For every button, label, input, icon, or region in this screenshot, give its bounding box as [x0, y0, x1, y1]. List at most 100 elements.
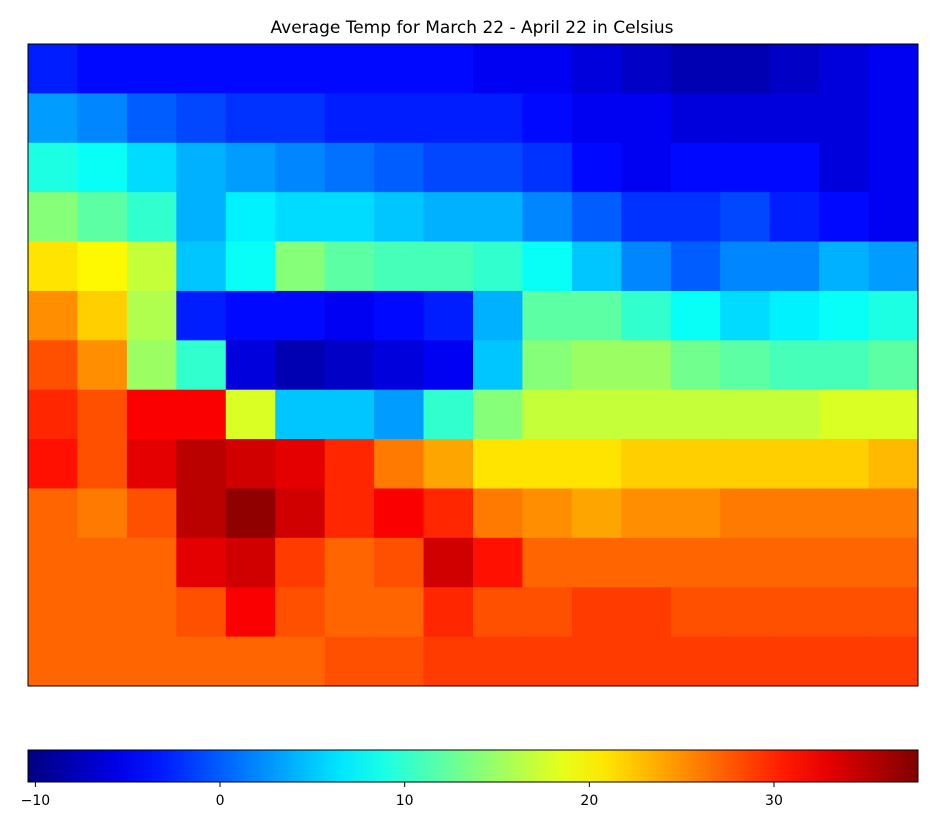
heat-cell [522, 636, 573, 686]
heat-cell [720, 192, 771, 243]
heat-cell [225, 488, 276, 539]
heat-cell [324, 439, 375, 490]
colorbar-tick-label: 20 [580, 793, 598, 809]
colorbar-tick-label: 30 [765, 793, 783, 809]
heat-cell [868, 488, 918, 539]
heat-cell [225, 537, 276, 588]
heat-cell [670, 636, 721, 686]
heat-cell [374, 192, 425, 243]
heat-cell [621, 241, 672, 292]
heat-cell [324, 587, 375, 638]
heat-cell [77, 290, 128, 341]
heat-cell [522, 241, 573, 292]
heat-cell [324, 192, 375, 243]
heat-cell [374, 537, 425, 588]
heat-cell [868, 290, 918, 341]
heatmap [28, 44, 918, 686]
heat-cell [225, 290, 276, 341]
heat-cell [423, 290, 474, 341]
heat-cell [720, 636, 771, 686]
heat-cell [473, 537, 524, 588]
heat-cell [225, 93, 276, 144]
heat-cell [720, 241, 771, 292]
heat-cell [769, 44, 820, 94]
heat-cell [423, 44, 474, 94]
heat-cell [275, 290, 326, 341]
heat-cell [28, 537, 79, 588]
heat-cell [720, 142, 771, 193]
heat-cell [423, 587, 474, 638]
heat-cell [423, 389, 474, 440]
heat-cell [77, 636, 128, 686]
heat-cell [423, 93, 474, 144]
heat-cell [571, 488, 622, 539]
heat-cell [324, 142, 375, 193]
heat-cell [571, 537, 622, 588]
heat-cell [819, 44, 870, 94]
heat-cell [275, 389, 326, 440]
heat-cell [571, 439, 622, 490]
heat-cell [176, 340, 227, 391]
heat-cell [275, 340, 326, 391]
heat-cell [77, 340, 128, 391]
heat-cell [720, 537, 771, 588]
heat-cell [374, 636, 425, 686]
heat-cell [670, 93, 721, 144]
heat-cell [819, 439, 870, 490]
map-frame [27, 43, 919, 687]
heat-cell [225, 439, 276, 490]
heat-cell [374, 389, 425, 440]
heat-cell [225, 389, 276, 440]
heat-cell [28, 636, 79, 686]
heat-cell [176, 488, 227, 539]
heat-cell [522, 587, 573, 638]
heat-cell [571, 142, 622, 193]
heat-cell [28, 340, 79, 391]
heat-cell [176, 439, 227, 490]
heat-cell [670, 389, 721, 440]
heat-cell [819, 389, 870, 440]
heat-cell [769, 537, 820, 588]
heat-cell [77, 587, 128, 638]
heat-cell [819, 636, 870, 686]
heat-cell [374, 241, 425, 292]
heat-cell [769, 93, 820, 144]
heat-cell [621, 537, 672, 588]
heat-cell [769, 488, 820, 539]
heat-cell [126, 488, 177, 539]
heat-cell [868, 537, 918, 588]
heat-cell [522, 439, 573, 490]
heat-cell [423, 636, 474, 686]
heat-cell [77, 439, 128, 490]
heat-cell [126, 192, 177, 243]
heat-cell [621, 340, 672, 391]
heat-cell [275, 142, 326, 193]
heat-cell [621, 93, 672, 144]
heat-cell [423, 439, 474, 490]
heat-cell [473, 241, 524, 292]
heat-cell [473, 192, 524, 243]
heat-cell [176, 290, 227, 341]
heat-cell [522, 290, 573, 341]
heat-cell [868, 192, 918, 243]
heat-cell [176, 142, 227, 193]
colorbar-tick-label: 10 [396, 793, 414, 809]
heat-cell [769, 587, 820, 638]
heat-cell [275, 192, 326, 243]
heat-cell [423, 241, 474, 292]
heat-cell [324, 636, 375, 686]
heat-cell [720, 290, 771, 341]
heat-cell [819, 488, 870, 539]
heat-cell [571, 340, 622, 391]
heat-cell [275, 537, 326, 588]
heat-cell [720, 44, 771, 94]
heat-cell [324, 93, 375, 144]
heat-cell [225, 192, 276, 243]
colorbar-tick-label: −10 [21, 793, 51, 809]
heat-cell [28, 290, 79, 341]
heat-cell [720, 587, 771, 638]
heat-cell [769, 241, 820, 292]
heat-cell [28, 44, 79, 94]
heat-cell [126, 439, 177, 490]
heat-cell [769, 192, 820, 243]
